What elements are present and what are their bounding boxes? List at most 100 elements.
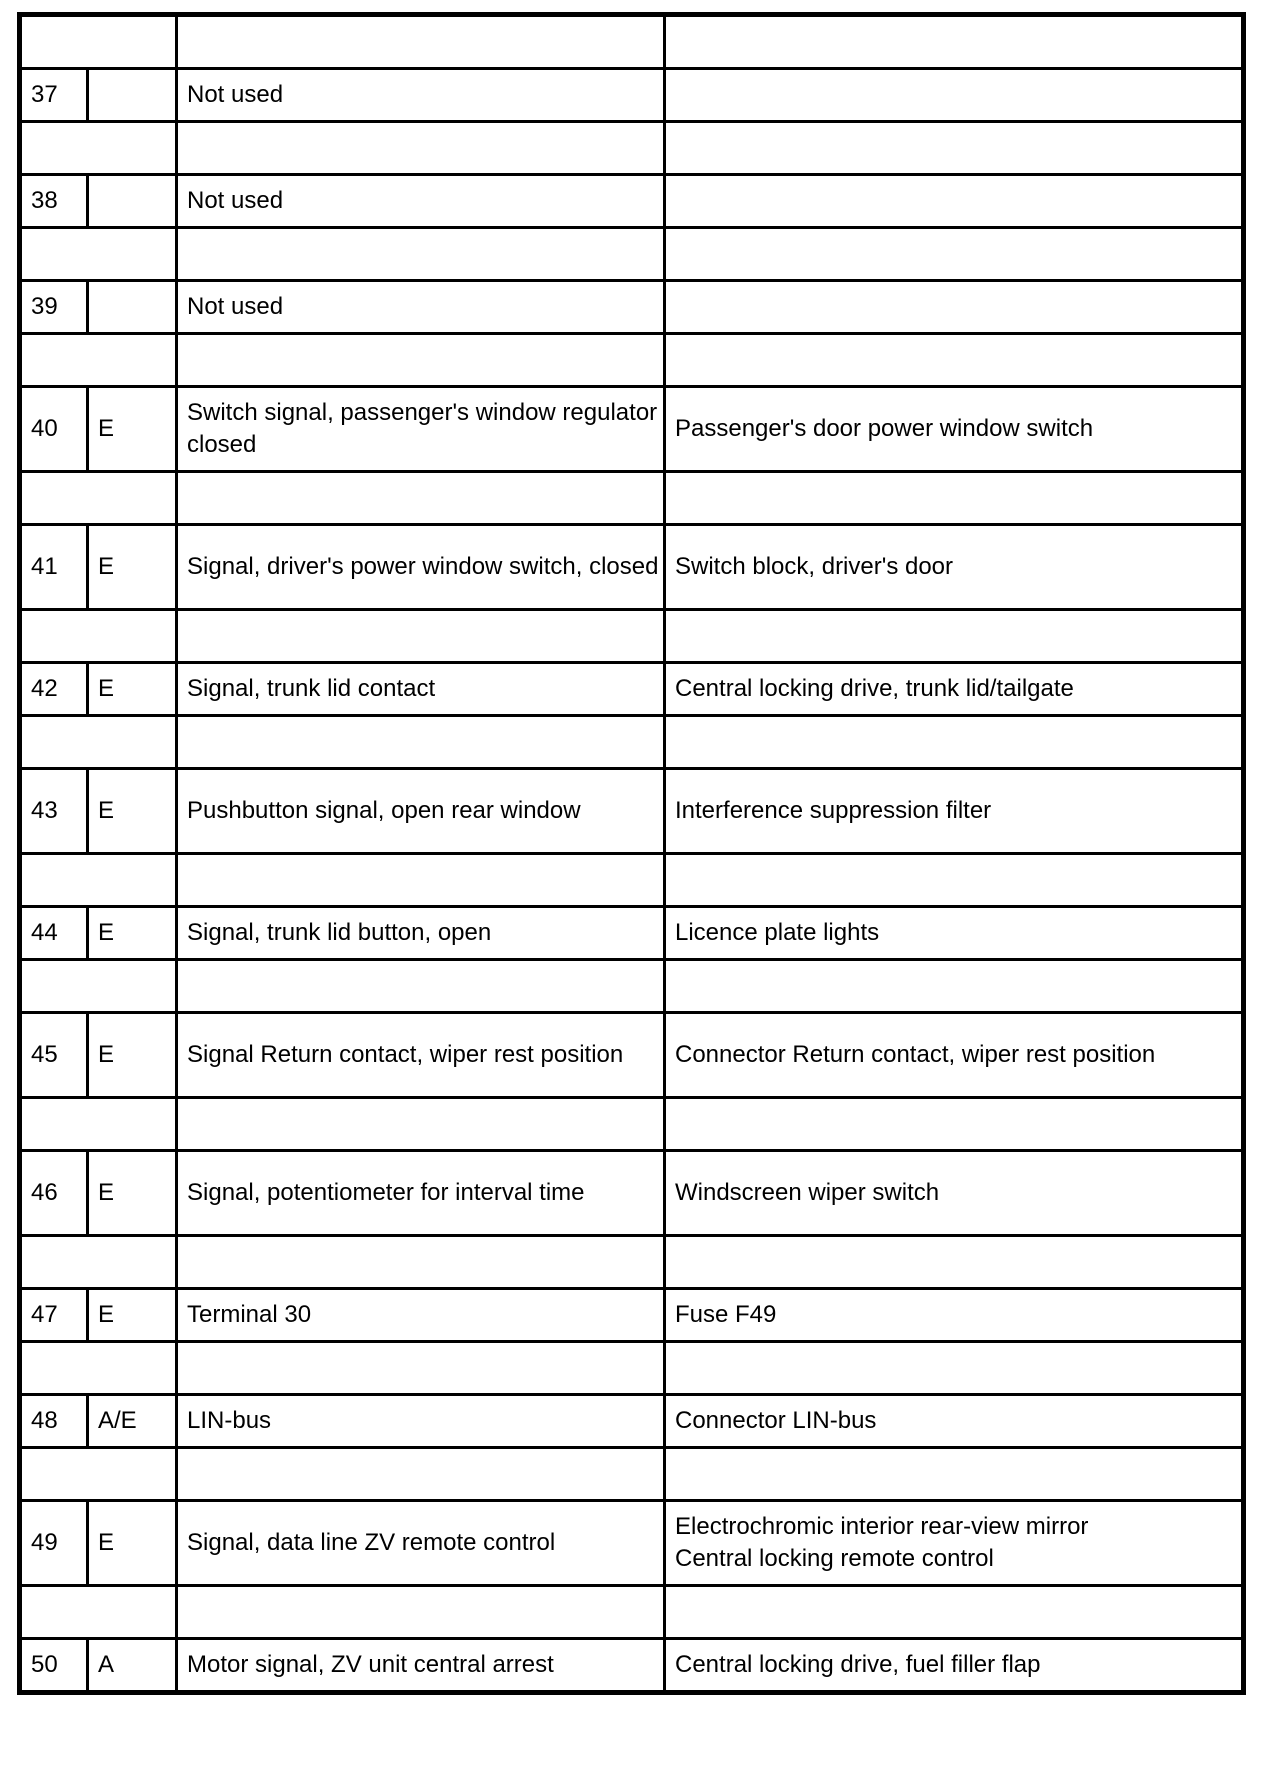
empty-cell	[663, 958, 1244, 1014]
signal-cell: Not used	[175, 173, 666, 229]
pin-cell: 39	[19, 279, 89, 335]
pin-cell: 41	[19, 523, 89, 611]
empty-cell	[19, 1446, 178, 1502]
empty-cell	[175, 608, 666, 664]
signal-cell: Pushbutton signal, open rear window	[175, 767, 666, 855]
table-row: 48 A/E LIN-bus Connector LIN-bus	[19, 1393, 1244, 1449]
table-row: 49 E Signal, data line ZV remote control El…	[19, 1499, 1244, 1587]
empty-cell	[663, 852, 1244, 908]
component-cell	[663, 173, 1244, 229]
empty-cell	[663, 608, 1244, 664]
component-cell: Switch block, driver's door	[663, 523, 1244, 611]
type-cell: A/E	[86, 1393, 178, 1449]
signal-cell: LIN-bus	[175, 1393, 666, 1449]
type-cell	[86, 173, 178, 229]
empty-cell	[175, 332, 666, 388]
signal-cell: Signal, trunk lid contact	[175, 661, 666, 717]
component-cell: Interference suppression filter	[663, 767, 1244, 855]
empty-cell	[175, 1584, 666, 1640]
pin-cell: 43	[19, 767, 89, 855]
empty-cell	[19, 332, 178, 388]
type-cell: E	[86, 523, 178, 611]
type-cell: E	[86, 385, 178, 473]
table-row: 42 E Signal, trunk lid contact Central lock…	[19, 661, 1244, 717]
empty-cell	[663, 14, 1244, 70]
spacer-row	[19, 1446, 1244, 1502]
empty-cell	[19, 1584, 178, 1640]
component-cell	[663, 279, 1244, 335]
table-row: 41 E Signal, driver's power window switch,…	[19, 523, 1244, 611]
spacer-row	[19, 1584, 1244, 1640]
pin-cell: 49	[19, 1499, 89, 1587]
signal-cell: Not used	[175, 67, 666, 123]
empty-cell	[19, 120, 178, 176]
type-cell	[86, 67, 178, 123]
pin-cell: 40	[19, 385, 89, 473]
pin-cell: 42	[19, 661, 89, 717]
empty-cell	[663, 1096, 1244, 1152]
signal-cell: Signal Return contact, wiper rest positi…	[175, 1011, 666, 1099]
empty-cell	[175, 470, 666, 526]
empty-cell	[663, 226, 1244, 282]
type-cell: E	[86, 1011, 178, 1099]
empty-cell	[663, 1234, 1244, 1290]
type-cell: E	[86, 1149, 178, 1237]
component-cell: Windscreen wiper switch	[663, 1149, 1244, 1237]
empty-cell	[175, 1234, 666, 1290]
pin-cell: 44	[19, 905, 89, 961]
table-row: 46 E Signal, potentiometer for interval ti…	[19, 1149, 1244, 1237]
pin-cell: 37	[19, 67, 89, 123]
spacer-row	[19, 1096, 1244, 1152]
signal-cell: Signal, driver's power window switch, cl…	[175, 523, 666, 611]
pin-assignment-table: 37 Not used 38 Not used 39 Not used 40 E Switch …	[17, 12, 1246, 1695]
empty-cell	[19, 226, 178, 282]
spacer-row	[19, 226, 1244, 282]
pin-cell: 38	[19, 173, 89, 229]
empty-cell	[663, 1446, 1244, 1502]
empty-cell	[663, 714, 1244, 770]
empty-cell	[663, 470, 1244, 526]
signal-cell: Signal, trunk lid button, open	[175, 905, 666, 961]
signal-cell: Switch signal, passenger's window regula…	[175, 385, 666, 473]
pin-cell: 45	[19, 1011, 89, 1099]
empty-cell	[175, 1340, 666, 1396]
spacer-row	[19, 852, 1244, 908]
table-row: 47 E Terminal 30 Fuse F49	[19, 1287, 1244, 1343]
header-row	[19, 14, 1244, 70]
component-cell: Central locking drive, trunk lid/tailgat…	[663, 661, 1244, 717]
type-cell: E	[86, 905, 178, 961]
empty-cell	[19, 958, 178, 1014]
table-row: 38 Not used	[19, 173, 1244, 229]
empty-cell	[19, 852, 178, 908]
component-cell: Fuse F49	[663, 1287, 1244, 1343]
empty-cell	[175, 1446, 666, 1502]
empty-cell	[19, 714, 178, 770]
spacer-row	[19, 332, 1244, 388]
empty-cell	[663, 1584, 1244, 1640]
table-row: 50 A Motor signal, ZV unit central arrest C…	[19, 1637, 1244, 1693]
empty-cell	[663, 120, 1244, 176]
pin-cell: 50	[19, 1637, 89, 1693]
empty-cell	[175, 120, 666, 176]
empty-cell	[19, 470, 178, 526]
empty-cell	[175, 14, 666, 70]
signal-cell: Not used	[175, 279, 666, 335]
pin-cell: 47	[19, 1287, 89, 1343]
table-row: 37 Not used	[19, 67, 1244, 123]
empty-cell	[175, 958, 666, 1014]
empty-cell	[175, 226, 666, 282]
empty-cell	[663, 1340, 1244, 1396]
empty-cell	[19, 1096, 178, 1152]
pin-cell: 48	[19, 1393, 89, 1449]
component-cell: Connector LIN-bus	[663, 1393, 1244, 1449]
type-cell: E	[86, 1287, 178, 1343]
table-row: 40 E Switch signal, passenger's window reg…	[19, 385, 1244, 473]
spacer-row	[19, 120, 1244, 176]
empty-cell	[19, 1340, 178, 1396]
empty-cell	[175, 714, 666, 770]
type-cell: E	[86, 767, 178, 855]
table-row: 39 Not used	[19, 279, 1244, 335]
component-cell: Passenger's door power window switch	[663, 385, 1244, 473]
empty-cell	[19, 608, 178, 664]
type-cell: E	[86, 1499, 178, 1587]
